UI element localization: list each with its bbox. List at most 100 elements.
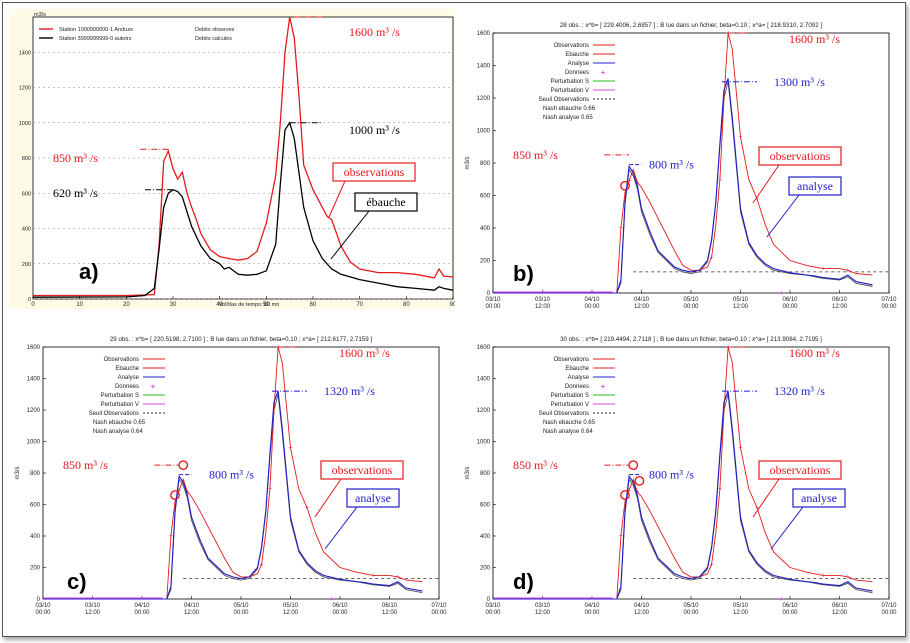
callout-ebauche: ébauche <box>366 195 405 209</box>
legend-desc: Debits calcules <box>195 36 232 42</box>
annotation-analyse-peak: 1320 m³ /s <box>774 384 825 398</box>
legend-label: Perturbation S <box>551 79 589 85</box>
highlight-circle <box>620 490 630 500</box>
data-plus-mark: + <box>821 266 825 273</box>
callout-arrow <box>770 506 804 550</box>
y-tick-label: 0 <box>37 597 41 603</box>
y-tick-label: 1000 <box>477 440 491 446</box>
x-tick-label-time: 12:00 <box>634 304 650 309</box>
legend-label: Perturbation V <box>101 402 139 408</box>
x-tick-label-date: 05/10 <box>683 603 699 609</box>
legend-label: Donnees <box>115 384 139 390</box>
annotation-analyse-peak: 1320 m³ /s <box>324 384 375 398</box>
legend-desc: Debits observes <box>195 27 235 33</box>
callout-box-analyse <box>788 176 842 196</box>
x-tick-label: 20 <box>123 302 130 308</box>
highlight-circle <box>178 460 189 471</box>
y-tick-label: 0 <box>487 597 491 603</box>
panel-label: b) <box>513 261 534 286</box>
highlight-circle <box>620 180 630 191</box>
legend-label: Donnees <box>565 70 589 76</box>
data-plus-mark: + <box>846 574 850 581</box>
x-tick-label-time: 12:00 <box>535 304 551 309</box>
x-tick-label-time: 00:00 <box>233 610 249 616</box>
y-tick-label: 600 <box>480 194 491 200</box>
y-tick-label: 1000 <box>477 129 491 135</box>
legend-label: Station 1000000000-1 Anduze <box>59 27 133 33</box>
nash-stat: Nash analyse 0.64 <box>93 429 143 435</box>
series-observations-line <box>493 346 873 600</box>
x-tick-label-date: 04/10 <box>634 297 650 303</box>
x-tick-label-time: 00:00 <box>485 610 501 616</box>
series-analyse-line <box>493 390 873 600</box>
annotation-peak-1600: 1600 m³ /s <box>349 25 400 39</box>
x-tick-label: 10 <box>76 302 83 308</box>
callout-arrow <box>324 506 358 550</box>
y-tick-label: 200 <box>480 259 491 265</box>
y-tick-label: 600 <box>480 503 491 509</box>
data-plus-mark: + <box>821 572 825 579</box>
nash-stat: Nash analyse 0.65 <box>543 115 593 121</box>
data-plus-mark: + <box>371 572 375 579</box>
y-tick-label: 1400 <box>477 64 491 70</box>
x-axis-label: Vo0tlas de temps: 60 mn <box>219 302 280 308</box>
x-tick-label-date: 06/10 <box>832 297 848 303</box>
y-axis-label: m3/s <box>465 156 471 169</box>
annotation-850: 850 m³ /s <box>513 458 558 472</box>
legend-label: Perturbation S <box>101 393 139 399</box>
x-tick-label-time: 00:00 <box>782 610 798 616</box>
x-tick-label-time: 00:00 <box>881 304 897 309</box>
highlight-circle <box>628 460 639 471</box>
legend-label: Ebauche <box>115 366 139 372</box>
annotation-850: 850 m³ /s <box>513 148 558 162</box>
legend-swatch: + <box>151 382 156 391</box>
x-tick-label: 30 <box>170 302 177 308</box>
annotation-peak-1600: 1600 m³ /s <box>339 346 390 360</box>
y-tick-label: 1000 <box>19 121 31 127</box>
x-tick-label-date: 03/10 <box>85 603 101 609</box>
nash-stat: Nash ebauche 0.66 <box>543 106 596 112</box>
data-plus-mark: + <box>330 596 334 603</box>
annotation-850: 850 m³ /s <box>53 151 98 165</box>
callout-box-observations <box>332 162 416 182</box>
callout-analyse: analyse <box>355 491 391 505</box>
x-tick-label-date: 05/10 <box>233 603 249 609</box>
x-tick-label: 90 <box>450 302 455 308</box>
x-tick-label-date: 04/10 <box>584 297 600 303</box>
chart-panel-b: 28 obs. : x^b= [ 229.4006, 2.6857 ] ; B … <box>465 22 897 309</box>
series-observations-line <box>43 346 423 600</box>
series-calculated-line <box>32 121 454 298</box>
chart-title: 28 obs. : x^b= [ 229.4006, 2.6857 ] ; B … <box>560 22 823 29</box>
y-tick-label: 1600 <box>477 345 491 351</box>
data-plus-mark: + <box>780 596 784 603</box>
y-tick-label: 0 <box>28 297 31 303</box>
chart-title: 30 obs. : x^b= [ 219.4494, 2.7118 ] ; B … <box>560 336 822 343</box>
x-tick-label-time: 12:00 <box>85 610 101 616</box>
y-tick-label: 200 <box>22 262 31 268</box>
callout-observations: observations <box>770 149 831 163</box>
x-tick-label: 70 <box>356 302 363 308</box>
callout-box-analyse <box>792 488 846 508</box>
x-tick-label-time: 00:00 <box>584 304 600 309</box>
panel-label: d) <box>513 569 534 594</box>
legend-label: Observations <box>104 357 139 363</box>
callout-box-observations <box>320 460 404 480</box>
data-plus-mark: + <box>396 574 400 581</box>
x-tick-label-time: 12:00 <box>634 610 650 616</box>
y-tick-label: 400 <box>30 534 41 540</box>
x-tick-label-date: 04/10 <box>634 603 650 609</box>
annotation-850: 850 m³ /s <box>63 458 108 472</box>
legend-label: Seuil Observations <box>539 411 589 417</box>
chart-title: 29 obs. : x^b= [ 220.5198, 2.7100 ] ; B … <box>110 336 373 343</box>
nash-stat: Nash ebauche 0.65 <box>93 420 146 426</box>
chart-panel-a: 0 200 400 600 800 1000 1200 1400 0 10 20 30 40 50 60 70… <box>9 9 455 309</box>
y-axis-label: m3/s <box>465 466 471 479</box>
annotation-620: 620 m³ /s <box>53 186 98 200</box>
annotation-800: 800 m³ /s <box>649 468 694 482</box>
x-tick-label: 60 <box>310 302 317 308</box>
x-tick-label-date: 03/10 <box>35 603 51 609</box>
panel-label-a: a) <box>79 259 99 284</box>
y-tick-label: 1600 <box>27 345 41 351</box>
x-tick-label-time: 00:00 <box>881 610 897 616</box>
y-axis-label: m3/s <box>15 466 21 479</box>
